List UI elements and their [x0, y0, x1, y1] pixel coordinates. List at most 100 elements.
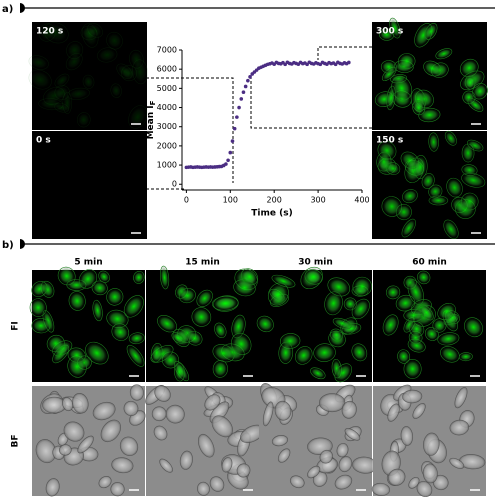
divider-cap — [20, 3, 25, 13]
cell — [171, 332, 185, 344]
row-label: BF — [11, 434, 21, 447]
cell — [402, 389, 423, 404]
cell — [154, 385, 171, 402]
cell — [408, 321, 425, 337]
cell — [387, 403, 400, 422]
cell — [29, 298, 47, 317]
point — [228, 150, 233, 155]
cell — [329, 328, 344, 342]
point — [239, 97, 244, 101]
cell — [352, 276, 372, 297]
cell — [395, 203, 412, 221]
cell — [412, 402, 426, 419]
cell — [385, 285, 401, 300]
cell — [106, 31, 123, 50]
cell — [289, 475, 305, 489]
cell — [336, 442, 349, 458]
point — [248, 75, 252, 79]
cell — [274, 400, 292, 421]
cell — [371, 482, 391, 496]
point — [224, 162, 228, 166]
cell — [132, 59, 148, 85]
cell — [111, 323, 130, 341]
cell — [267, 282, 289, 306]
image-label: 300 s — [376, 27, 403, 37]
cell — [98, 475, 112, 489]
cell — [151, 406, 167, 422]
y-axis-label-subscript: F — [149, 100, 157, 105]
cell — [72, 393, 89, 414]
micrograph — [32, 384, 146, 497]
cell — [38, 23, 56, 42]
cell — [106, 288, 124, 306]
cell — [150, 342, 163, 363]
cell — [380, 60, 397, 74]
micrograph-bg — [32, 131, 147, 239]
y-tick-label: 0 — [172, 180, 177, 189]
cell — [332, 317, 352, 330]
cell — [28, 69, 52, 90]
micrograph — [29, 266, 145, 382]
cell — [54, 73, 70, 88]
layout — [20, 3, 495, 249]
micrograph — [146, 265, 259, 382]
cell — [304, 269, 323, 285]
cell — [417, 270, 431, 285]
micrograph — [373, 270, 486, 382]
cell — [98, 270, 110, 283]
cell — [100, 419, 122, 443]
cell — [428, 132, 439, 152]
cell — [422, 463, 438, 484]
cell — [402, 189, 418, 204]
micrograph — [28, 22, 148, 130]
divider-cap — [20, 239, 25, 249]
cell — [191, 307, 212, 327]
cell — [157, 315, 177, 333]
cell — [440, 346, 460, 363]
connector — [317, 46, 372, 60]
cell — [174, 362, 185, 382]
panel-label: a) — [2, 4, 13, 15]
cell — [165, 404, 185, 424]
cell — [449, 457, 465, 469]
x-tick-label: 0 — [184, 196, 189, 205]
cell — [334, 363, 353, 383]
cell — [85, 341, 109, 365]
cell — [401, 218, 416, 238]
chart: 0 1000 2000 3000 4000 5000 6000 7000 0 100 200 300 4… — [146, 46, 370, 219]
cell — [43, 87, 65, 105]
cell — [80, 25, 98, 41]
cell — [277, 448, 291, 463]
cell — [278, 341, 294, 364]
cell — [126, 344, 145, 367]
cell — [68, 291, 86, 311]
cell — [386, 162, 401, 175]
micrograph — [372, 130, 487, 240]
micrograph — [259, 383, 378, 496]
cell — [351, 298, 370, 320]
image-label: 150 s — [376, 136, 403, 146]
cell — [241, 268, 258, 286]
column-header: 15 min — [185, 258, 220, 268]
cell — [76, 112, 91, 128]
cell — [407, 279, 425, 305]
cell — [45, 478, 60, 497]
y-axis-label-text: Mean I — [146, 105, 156, 139]
cell — [378, 28, 395, 41]
cell — [256, 315, 274, 333]
cell — [313, 343, 336, 362]
cell — [211, 415, 233, 438]
cell — [179, 450, 193, 470]
micrograph — [145, 385, 265, 496]
y-tick-label: 1000 — [157, 161, 177, 170]
x-tick-label: 100 — [223, 196, 238, 205]
cell — [454, 387, 468, 409]
point — [226, 158, 230, 163]
cell — [123, 295, 144, 318]
cell — [334, 474, 353, 490]
cell — [449, 419, 470, 436]
cell — [294, 346, 313, 365]
cell — [437, 303, 456, 320]
cell — [153, 425, 168, 441]
